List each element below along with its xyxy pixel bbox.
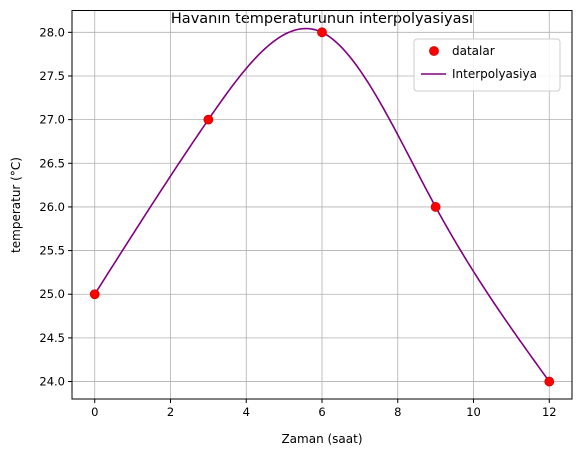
legend-label-interpolyasiya: Interpolyasiya (452, 67, 537, 81)
y-tick-label: 27.5 (39, 69, 65, 83)
x-tick-label: 2 (167, 405, 174, 419)
x-tick-label: 8 (394, 405, 401, 419)
data-point (544, 376, 555, 387)
data-point (89, 289, 100, 300)
y-axis: 24.0 24.5 25.0 25.5 26.0 26.5 27.0 27.5 28.0 (39, 25, 72, 389)
x-axis: 0 2 4 6 8 10 12 (91, 399, 557, 419)
legend-marker-datalar (429, 46, 439, 56)
data-point (203, 114, 214, 125)
y-tick-label: 24.0 (39, 375, 65, 389)
y-tick-label: 26.5 (39, 156, 65, 170)
data-point (430, 202, 441, 212)
y-axis-label: temperatur (°C) (9, 157, 23, 253)
y-tick-label: 25.5 (39, 244, 65, 258)
data-point (317, 27, 327, 38)
legend-box (413, 38, 561, 92)
y-tick-label: 27.0 (39, 113, 65, 127)
y-tick-label: 28.0 (39, 25, 65, 39)
x-tick-label: 10 (466, 405, 481, 419)
x-tick-label: 12 (542, 405, 557, 419)
x-axis-label: Zaman (saat) (281, 432, 362, 446)
plot-area (89, 27, 555, 387)
y-tick-label: 25.0 (39, 287, 65, 301)
x-tick-label: 4 (243, 405, 250, 419)
x-tick-label: 0 (91, 405, 98, 419)
y-tick-label: 26.0 (39, 200, 65, 214)
grid (72, 10, 572, 399)
legend: datalar Interpolyasiya (413, 38, 561, 92)
x-tick-label: 6 (318, 405, 325, 419)
legend-label-datalar: datalar (452, 44, 495, 58)
y-tick-label: 24.5 (39, 331, 65, 345)
